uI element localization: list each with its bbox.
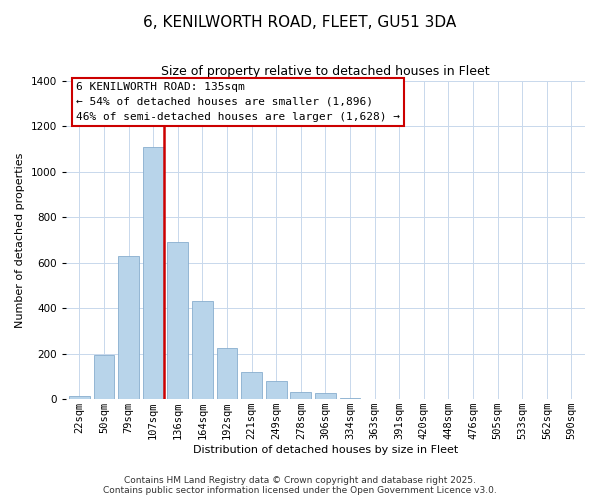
Y-axis label: Number of detached properties: Number of detached properties [15, 152, 25, 328]
Bar [241, 372, 262, 399]
Bar [340, 398, 361, 399]
Title: Size of property relative to detached houses in Fleet: Size of property relative to detached ho… [161, 65, 490, 78]
Bar [217, 348, 238, 399]
X-axis label: Distribution of detached houses by size in Fleet: Distribution of detached houses by size … [193, 445, 458, 455]
Bar [290, 392, 311, 399]
Text: 6, KENILWORTH ROAD, FLEET, GU51 3DA: 6, KENILWORTH ROAD, FLEET, GU51 3DA [143, 15, 457, 30]
Bar [192, 302, 213, 399]
Text: 6 KENILWORTH ROAD: 135sqm
← 54% of detached houses are smaller (1,896)
46% of se: 6 KENILWORTH ROAD: 135sqm ← 54% of detac… [76, 82, 400, 122]
Bar [118, 256, 139, 399]
Bar [69, 396, 90, 399]
Bar [266, 381, 287, 399]
Text: Contains HM Land Registry data © Crown copyright and database right 2025.
Contai: Contains HM Land Registry data © Crown c… [103, 476, 497, 495]
Bar [143, 146, 164, 399]
Bar [315, 394, 336, 399]
Bar [94, 355, 115, 399]
Bar [167, 242, 188, 399]
